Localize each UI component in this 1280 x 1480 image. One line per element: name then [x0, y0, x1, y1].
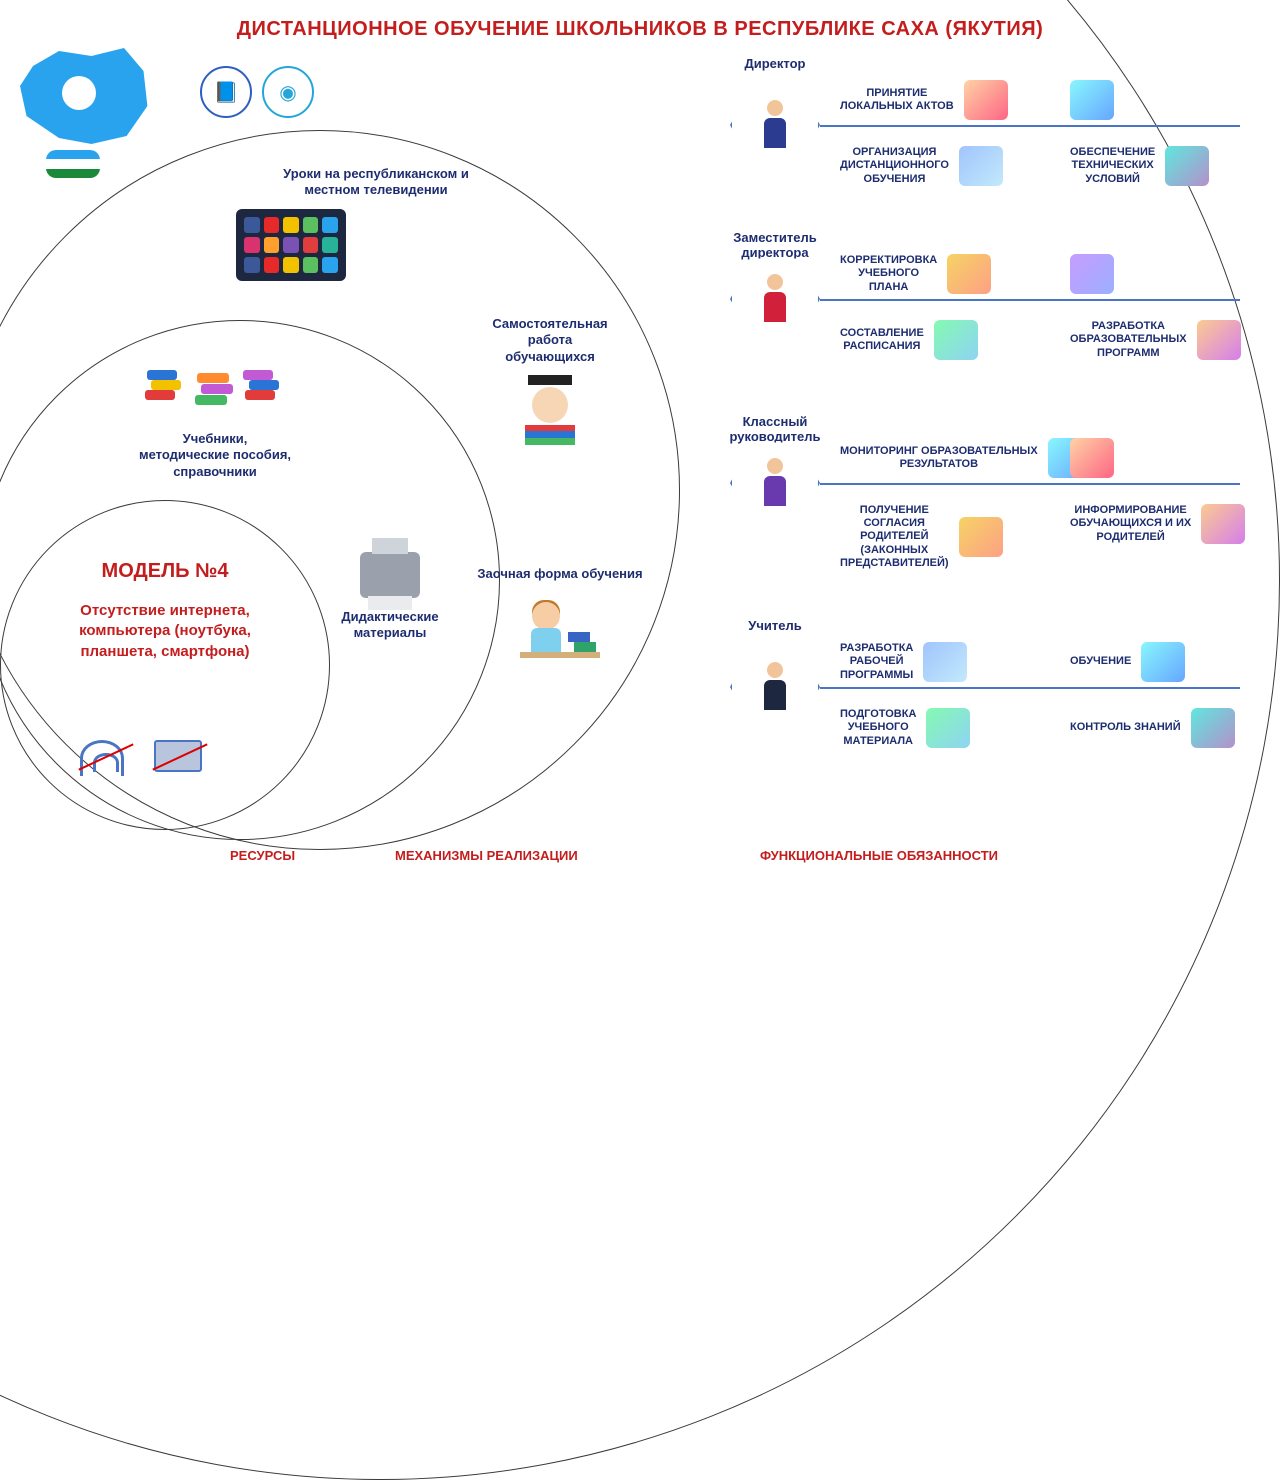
emblem-ministry: 📘 — [200, 66, 252, 118]
cat-resources: РЕСУРСЫ — [230, 848, 295, 863]
role-line — [820, 125, 1240, 127]
model-desc: Отсутствие интернета, компьютера (ноутбу… — [40, 601, 290, 662]
student-desk-icon — [520, 602, 600, 672]
task: КОРРЕКТИРОВКА УЧЕБНОГО ПЛАНА — [840, 254, 1020, 294]
task: ПОЛУЧЕНИЕ СОГЛАСИЯ РОДИТЕЛЕЙ (ЗАКОННЫХ П… — [840, 504, 1020, 570]
task-label: КОРРЕКТИРОВКА УЧЕБНОГО ПЛАНА — [840, 254, 937, 294]
person-icon — [762, 662, 788, 712]
cat-roles: ФУНКЦИОНАЛЬНЫЕ ОБЯЗАННОСТИ — [760, 848, 998, 863]
task-label: ОБЕСПЕЧЕНИЕ ТЕХНИЧЕСКИХ УСЛОВИЙ — [1070, 146, 1155, 186]
ring-model — [0, 500, 330, 830]
role-hex-director — [730, 80, 820, 170]
block-tv: Уроки на республиканском и местном телев… — [236, 160, 516, 281]
printer-icon — [360, 540, 420, 598]
role-line — [820, 483, 1240, 485]
task-icon — [934, 320, 978, 360]
books-icon — [145, 340, 285, 420]
task-label: МОНИТОРИНГ ОБРАЗОВАТЕЛЬНЫХ РЕЗУЛЬТАТОВ — [840, 445, 1038, 471]
task: ОБЕСПЕЧЕНИЕ ТЕХНИЧЕСКИХ УСЛОВИЙ — [1070, 146, 1250, 186]
task-label: РАЗРАБОТКА РАБОЧЕЙ ПРОГРАММЫ — [840, 642, 913, 682]
model-block: МОДЕЛЬ №4 Отсутствие интернета, компьюте… — [40, 560, 290, 662]
task-label: ПОЛУЧЕНИЕ СОГЛАСИЯ РОДИТЕЛЕЙ (ЗАКОННЫХ П… — [840, 504, 949, 570]
task-icon — [1070, 254, 1114, 294]
person-icon — [762, 100, 788, 150]
task-icon — [959, 517, 1003, 557]
model-title: МОДЕЛЬ №4 — [40, 560, 290, 583]
tv-icon — [236, 209, 346, 281]
task-icon — [1201, 504, 1245, 544]
block-selfstudy: Самостоятельная работа обучающихся — [450, 310, 650, 450]
task: РАЗРАБОТКА РАБОЧЕЙ ПРОГРАММЫ — [840, 642, 1020, 682]
task — [1070, 80, 1250, 120]
task-icon — [1070, 80, 1114, 120]
task-icon — [1197, 320, 1241, 360]
task-label: ОБУЧЕНИЕ — [1070, 655, 1131, 668]
task: ИНФОРМИРОВАНИЕ ОБУЧАЮЩИХСЯ И ИХ РОДИТЕЛЕ… — [1070, 504, 1250, 544]
task: ПРИНЯТИЕ ЛОКАЛЬНЫХ АКТОВ — [840, 80, 1020, 120]
task-icon — [1141, 642, 1185, 682]
emblem-institute: ◉ — [262, 66, 314, 118]
task-icon — [959, 146, 1003, 186]
label-selfstudy: Самостоятельная работа обучающихся — [450, 316, 650, 365]
role-hex-classlead — [730, 438, 820, 528]
role-line — [820, 299, 1240, 301]
task-icon — [1070, 438, 1114, 478]
role-hex-deputy — [730, 254, 820, 344]
task-icon — [923, 642, 967, 682]
student-grad-icon — [515, 375, 585, 445]
role-title-teacher: Учитель — [720, 618, 830, 633]
task-label: ОРГАНИЗАЦИЯ ДИСТАНЦИОННОГО ОБУЧЕНИЯ — [840, 146, 949, 186]
role-hex-teacher — [730, 642, 820, 732]
no-wifi-icon — [80, 740, 132, 778]
block-books: Учебники, методические пособия, справочн… — [100, 340, 330, 480]
region-flag — [46, 150, 100, 178]
task-icon — [947, 254, 991, 294]
person-icon — [762, 458, 788, 508]
task: ПОДГОТОВКА УЧЕБНОГО МАТЕРИАЛА — [840, 708, 1020, 748]
no-laptop-icon — [154, 740, 206, 778]
task: КОНТРОЛЬ ЗНАНИЙ — [1070, 708, 1250, 748]
task-label: КОНТРОЛЬ ЗНАНИЙ — [1070, 721, 1181, 734]
role-deputy: Заместитель директораКОРРЕКТИРОВКА УЧЕБН… — [640, 234, 1260, 394]
task-label: РАЗРАБОТКА ОБРАЗОВАТЕЛЬНЫХ ПРОГРАММ — [1070, 320, 1187, 360]
label-tv: Уроки на республиканском и местном телев… — [236, 166, 516, 199]
task-icon — [926, 708, 970, 748]
task: СОСТАВЛЕНИЕ РАСПИСАНИЯ — [840, 320, 1020, 360]
task-icon — [1165, 146, 1209, 186]
label-correspond: Заочная форма обучения — [450, 566, 670, 582]
role-classlead: Классный руководительМОНИТОРИНГ ОБРАЗОВА… — [640, 418, 1260, 598]
task-label: ИНФОРМИРОВАНИЕ ОБУЧАЮЩИХСЯ И ИХ РОДИТЕЛЕ… — [1070, 504, 1191, 544]
role-director: ДиректорПРИНЯТИЕ ЛОКАЛЬНЫХ АКТОВОРГАНИЗА… — [640, 60, 1260, 210]
region-map — [20, 46, 170, 186]
person-icon — [762, 274, 788, 324]
task-label: ПРИНЯТИЕ ЛОКАЛЬНЫХ АКТОВ — [840, 87, 954, 113]
task-icon — [1191, 708, 1235, 748]
label-books: Учебники, методические пособия, справочн… — [100, 431, 330, 480]
role-line — [820, 687, 1240, 689]
task: ОРГАНИЗАЦИЯ ДИСТАНЦИОННОГО ОБУЧЕНИЯ — [840, 146, 1020, 186]
task: ОБУЧЕНИЕ — [1070, 642, 1250, 682]
no-devices-icons — [80, 740, 206, 778]
block-correspond: Заочная форма обучения — [450, 560, 670, 677]
cat-mechanisms: МЕХАНИЗМЫ РЕАЛИЗАЦИИ — [395, 848, 578, 863]
role-title-director: Директор — [720, 56, 830, 71]
map-shape — [20, 46, 150, 146]
task — [1070, 254, 1250, 294]
task-icon — [964, 80, 1008, 120]
roles-section: ДиректорПРИНЯТИЕ ЛОКАЛЬНЫХ АКТОВОРГАНИЗА… — [640, 60, 1260, 786]
task: РАЗРАБОТКА ОБРАЗОВАТЕЛЬНЫХ ПРОГРАММ — [1070, 320, 1250, 360]
task-label: ПОДГОТОВКА УЧЕБНОГО МАТЕРИАЛА — [840, 708, 916, 748]
task-label: СОСТАВЛЕНИЕ РАСПИСАНИЯ — [840, 327, 924, 353]
role-teacher: УчительРАЗРАБОТКА РАБОЧЕЙ ПРОГРАММЫОБУЧЕ… — [640, 622, 1260, 762]
page-title: ДИСТАНЦИОННОЕ ОБУЧЕНИЕ ШКОЛЬНИКОВ В РЕСП… — [0, 18, 1280, 41]
task — [1070, 438, 1250, 478]
